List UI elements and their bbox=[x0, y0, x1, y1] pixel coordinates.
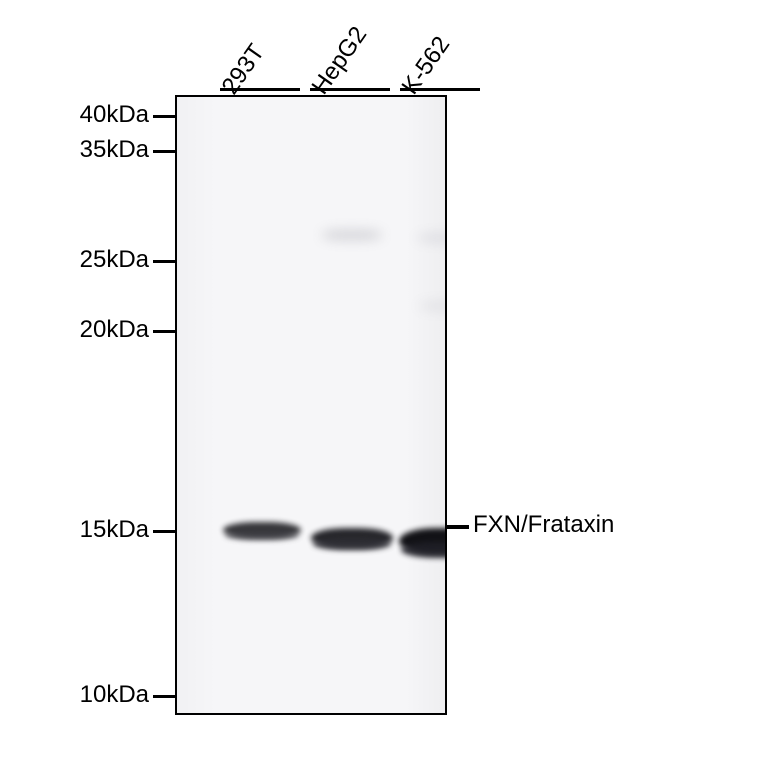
protein-band bbox=[313, 538, 391, 550]
mw-label: 35kDa bbox=[20, 136, 149, 164]
mw-tick bbox=[153, 260, 175, 263]
figure-stage: 293THepG2K-56240kDa35kDa25kDa20kDa15kDa1… bbox=[0, 0, 764, 764]
target-label: FXN/Frataxin bbox=[473, 511, 614, 539]
faint-band bbox=[417, 234, 447, 242]
mw-tick bbox=[153, 695, 175, 698]
mw-label: 40kDa bbox=[20, 101, 149, 129]
mw-tick bbox=[153, 150, 175, 153]
mw-tick bbox=[153, 530, 175, 533]
blot-shading bbox=[177, 97, 445, 713]
protein-band bbox=[225, 530, 299, 540]
faint-band bbox=[419, 302, 447, 310]
mw-tick bbox=[153, 115, 175, 118]
mw-label: 15kDa bbox=[20, 516, 149, 544]
mw-label: 10kDa bbox=[20, 681, 149, 709]
faint-band bbox=[322, 230, 382, 240]
mw-label: 25kDa bbox=[20, 246, 149, 274]
mw-label: 20kDa bbox=[20, 316, 149, 344]
target-tick bbox=[447, 525, 469, 529]
mw-tick bbox=[153, 330, 175, 333]
blot-membrane bbox=[175, 95, 447, 715]
